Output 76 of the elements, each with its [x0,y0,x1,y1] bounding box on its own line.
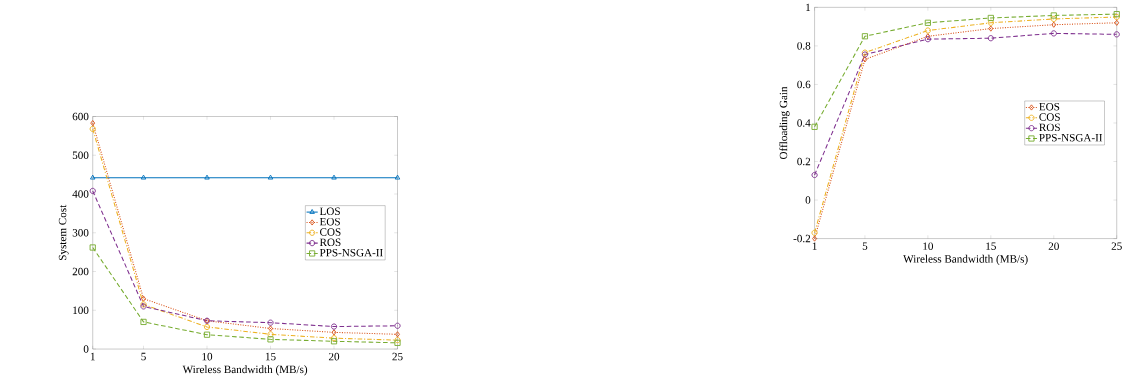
x-tick-label: 5 [862,242,868,250]
point [267,336,274,343]
y-tick-label: 1 [806,3,811,11]
point [89,125,96,132]
point [988,25,994,32]
point [204,174,210,180]
x-tick-label: 20 [1048,242,1059,250]
legend-label: PPS-NSGA-II [319,248,383,257]
point [1114,19,1120,26]
point [89,187,96,194]
point [987,14,994,22]
point [1113,31,1120,38]
x-tick-label: 20 [328,352,340,361]
x-axis-title: Wireless Bandwidth (MB/s) [182,365,308,376]
point [862,56,868,63]
y-tick-label: 300 [72,228,89,237]
y-tick-label: 100 [73,306,89,314]
point [89,244,96,251]
point [331,174,337,180]
point [331,329,337,336]
x-tick-label: 10 [923,242,934,250]
legend-label: COS [1039,113,1060,121]
point [811,229,818,236]
y-tick-label: 0.2 [797,157,811,166]
point [203,331,211,338]
point [811,123,818,130]
x-tick-label: 1 [90,352,95,361]
point [267,331,274,338]
point [268,325,273,332]
legend-label: PPS-NSGA-II [1039,133,1103,142]
point [1050,30,1057,37]
point [90,119,96,127]
legend-label: COS [320,228,341,236]
point [812,235,817,242]
x-tick-label: 15 [986,242,996,250]
point [203,323,211,330]
x-tick-label: 15 [265,352,276,361]
point [924,27,931,34]
point [394,322,401,329]
line-series [811,10,1120,130]
y-tick-label: 500 [72,151,89,159]
y-tick-label: 0 [83,345,89,353]
x-tick-label: 1 [812,242,817,250]
y-tick-label: 0.8 [797,42,811,50]
point [267,319,274,326]
point [141,295,146,302]
point [987,35,994,42]
legend-label: ROS [1039,123,1060,132]
point [140,174,147,180]
y-tick-label: 400 [72,190,89,198]
x-tick-label: 10 [202,352,213,361]
y-tick-label: 0.6 [797,80,811,89]
point [987,19,994,26]
x-tick-label: 5 [141,352,146,361]
x-axis-title: Wireless Bandwidth (MB/s) [903,254,1028,265]
y-tick-label: 200 [72,267,89,276]
point [395,331,400,338]
point [811,171,818,179]
x-tick-label: 25 [1111,242,1122,250]
legend-label: ROS [319,238,341,247]
y-tick-label: 0 [805,196,811,204]
y-axis-title: Offloading Gain [779,86,790,159]
point [924,19,931,26]
y-tick-label: 0.4 [797,119,811,127]
point [267,174,274,180]
legend-label: EOS [1039,102,1060,111]
point [330,323,338,330]
y-tick-label: -0.2 [793,234,811,243]
legend-label: LOS [319,207,340,216]
legend-label: EOS [319,217,340,226]
point [861,33,869,40]
y-tick-label: 600 [72,112,89,121]
point [140,318,147,325]
y-axis-title: System Cost [58,204,69,260]
point [1051,21,1057,28]
x-tick-label: 25 [392,352,403,361]
